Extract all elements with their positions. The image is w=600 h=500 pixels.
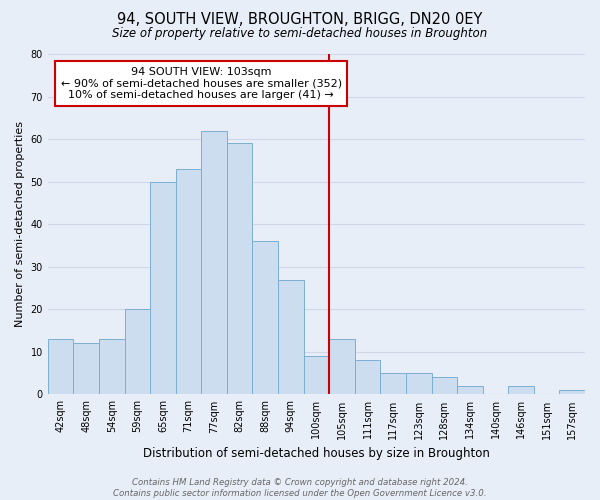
X-axis label: Distribution of semi-detached houses by size in Broughton: Distribution of semi-detached houses by …: [143, 447, 490, 460]
Bar: [73, 344, 99, 394]
Text: 94 SOUTH VIEW: 103sqm
← 90% of semi-detached houses are smaller (352)
10% of sem: 94 SOUTH VIEW: 103sqm ← 90% of semi-deta…: [61, 67, 342, 100]
Text: Contains HM Land Registry data © Crown copyright and database right 2024.
Contai: Contains HM Land Registry data © Crown c…: [113, 478, 487, 498]
Bar: [355, 360, 380, 394]
Bar: [176, 169, 201, 394]
Bar: [457, 386, 482, 394]
Bar: [559, 390, 585, 394]
Bar: [48, 339, 73, 394]
Y-axis label: Number of semi-detached properties: Number of semi-detached properties: [15, 121, 25, 327]
Bar: [227, 144, 253, 394]
Bar: [406, 373, 431, 394]
Bar: [150, 182, 176, 394]
Bar: [253, 241, 278, 394]
Text: Size of property relative to semi-detached houses in Broughton: Size of property relative to semi-detach…: [112, 28, 488, 40]
Text: 94, SOUTH VIEW, BROUGHTON, BRIGG, DN20 0EY: 94, SOUTH VIEW, BROUGHTON, BRIGG, DN20 0…: [118, 12, 482, 28]
Bar: [99, 339, 125, 394]
Bar: [278, 280, 304, 394]
Bar: [329, 339, 355, 394]
Bar: [304, 356, 329, 395]
Bar: [431, 378, 457, 394]
Bar: [201, 130, 227, 394]
Bar: [508, 386, 534, 394]
Bar: [380, 373, 406, 394]
Bar: [125, 310, 150, 394]
